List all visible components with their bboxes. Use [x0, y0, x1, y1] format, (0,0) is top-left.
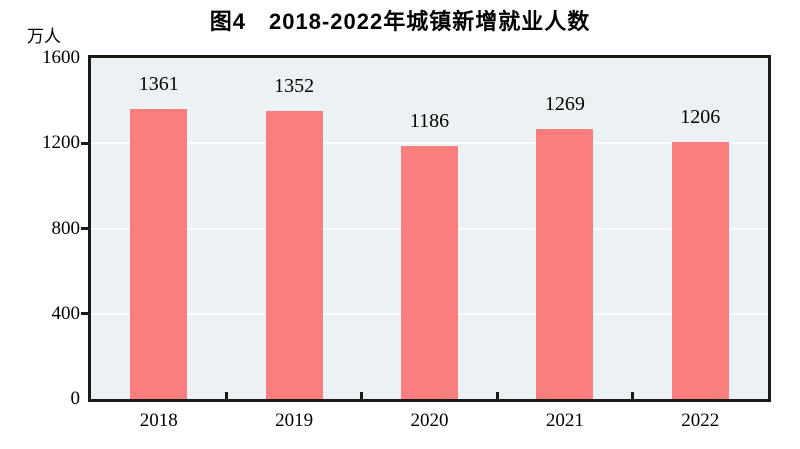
y-axis-label: 0 — [70, 388, 81, 409]
bar — [671, 142, 729, 399]
x-axis-tick — [495, 392, 499, 399]
bar-value-label: 1361 — [138, 73, 179, 95]
bar — [130, 109, 188, 399]
y-axis-label: 1600 — [42, 47, 80, 68]
gridline — [91, 142, 768, 145]
chart-title: 图4 2018-2022年城镇新增就业人数 — [209, 9, 591, 34]
bar-value-label: 1269 — [544, 93, 585, 115]
bar — [536, 129, 594, 399]
x-axis-label: 2021 — [545, 410, 584, 431]
x-axis-tick — [631, 392, 635, 399]
bar — [401, 146, 458, 399]
plot-area: 1361 1352 1186 1269 1206 — [88, 55, 771, 402]
x-axis-label: 2022 — [681, 410, 720, 431]
x-axis-label: 2019 — [275, 410, 314, 431]
y-axis-unit-label: 万人 — [27, 27, 61, 46]
y-axis-tick — [81, 141, 88, 145]
bar-value-label: 1352 — [274, 75, 315, 97]
y-axis-label: 400 — [51, 302, 81, 324]
y-axis-label: 1200 — [42, 132, 80, 154]
x-axis-tick — [360, 392, 364, 399]
x-axis-label: 2020 — [410, 410, 449, 431]
bar-value-label: 1206 — [680, 106, 721, 128]
y-axis-tick — [81, 312, 88, 316]
bar — [265, 111, 323, 399]
x-axis-label: 2018 — [139, 410, 178, 431]
bar-value-label: 1186 — [409, 110, 450, 132]
x-axis-tick — [224, 392, 228, 399]
y-axis-tick — [81, 227, 88, 230]
y-axis-label: 800 — [51, 217, 81, 239]
